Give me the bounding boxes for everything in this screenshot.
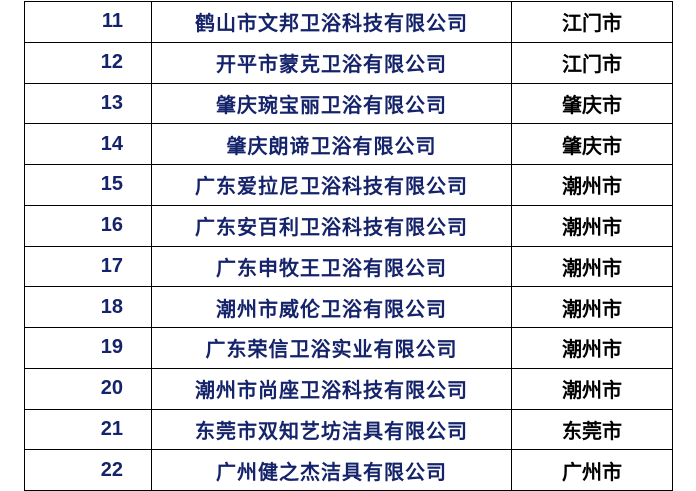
table-row: 22 广州健之杰洁具有限公司 广州市 <box>25 450 673 491</box>
table-row: 21 东莞市双知艺坊洁具有限公司 东莞市 <box>25 409 673 450</box>
table-row: 19 广东荣信卫浴实业有限公司 潮州市 <box>25 328 673 369</box>
company-name-cell: 鹤山市文邦卫浴科技有限公司 <box>152 2 512 43</box>
table-row: 12 开平市蒙克卫浴有限公司 江门市 <box>25 42 673 83</box>
city-cell: 潮州市 <box>512 165 673 206</box>
city-cell: 潮州市 <box>512 328 673 369</box>
table-row: 18 潮州市威伦卫浴有限公司 潮州市 <box>25 287 673 328</box>
row-number-cell: 16 <box>25 205 152 246</box>
table-body: 11 鹤山市文邦卫浴科技有限公司 江门市 12 开平市蒙克卫浴有限公司 江门市 13 肇庆琬宝… <box>25 2 673 491</box>
company-name-cell: 肇庆琬宝丽卫浴有限公司 <box>152 83 512 124</box>
company-name-cell: 广东申牧王卫浴有限公司 <box>152 246 512 287</box>
city-cell: 潮州市 <box>512 246 673 287</box>
city-cell: 东莞市 <box>512 409 673 450</box>
company-name-cell: 潮州市尚座卫浴科技有限公司 <box>152 368 512 409</box>
row-number-cell: 14 <box>25 124 152 165</box>
company-name-cell: 广东荣信卫浴实业有限公司 <box>152 328 512 369</box>
company-name-cell: 广东爱拉尼卫浴科技有限公司 <box>152 165 512 206</box>
city-cell: 肇庆市 <box>512 124 673 165</box>
company-name-cell: 广州健之杰洁具有限公司 <box>152 450 512 491</box>
row-number-cell: 21 <box>25 409 152 450</box>
city-cell: 潮州市 <box>512 205 673 246</box>
company-name-cell: 潮州市威伦卫浴有限公司 <box>152 287 512 328</box>
company-list-table: 11 鹤山市文邦卫浴科技有限公司 江门市 12 开平市蒙克卫浴有限公司 江门市 13 肇庆琬宝… <box>24 1 673 491</box>
row-number-cell: 20 <box>25 368 152 409</box>
row-number-cell: 19 <box>25 328 152 369</box>
table-row: 13 肇庆琬宝丽卫浴有限公司 肇庆市 <box>25 83 673 124</box>
row-number-cell: 11 <box>25 2 152 43</box>
city-cell: 潮州市 <box>512 287 673 328</box>
table-row: 15 广东爱拉尼卫浴科技有限公司 潮州市 <box>25 165 673 206</box>
row-number-cell: 18 <box>25 287 152 328</box>
table-row: 14 肇庆朗谛卫浴有限公司 肇庆市 <box>25 124 673 165</box>
city-cell: 潮州市 <box>512 368 673 409</box>
row-number-cell: 12 <box>25 42 152 83</box>
row-number-cell: 15 <box>25 165 152 206</box>
city-cell: 广州市 <box>512 450 673 491</box>
city-cell: 江门市 <box>512 42 673 83</box>
company-name-cell: 肇庆朗谛卫浴有限公司 <box>152 124 512 165</box>
table-row: 11 鹤山市文邦卫浴科技有限公司 江门市 <box>25 2 673 43</box>
company-name-cell: 东莞市双知艺坊洁具有限公司 <box>152 409 512 450</box>
company-name-cell: 广东安百利卫浴科技有限公司 <box>152 205 512 246</box>
city-cell: 肇庆市 <box>512 83 673 124</box>
company-name-cell: 开平市蒙克卫浴有限公司 <box>152 42 512 83</box>
table-row: 17 广东申牧王卫浴有限公司 潮州市 <box>25 246 673 287</box>
row-number-cell: 22 <box>25 450 152 491</box>
table-row: 16 广东安百利卫浴科技有限公司 潮州市 <box>25 205 673 246</box>
city-cell: 江门市 <box>512 2 673 43</box>
row-number-cell: 13 <box>25 83 152 124</box>
row-number-cell: 17 <box>25 246 152 287</box>
table-row: 20 潮州市尚座卫浴科技有限公司 潮州市 <box>25 368 673 409</box>
company-list-table-container: 11 鹤山市文邦卫浴科技有限公司 江门市 12 开平市蒙克卫浴有限公司 江门市 13 肇庆琬宝… <box>0 0 696 491</box>
